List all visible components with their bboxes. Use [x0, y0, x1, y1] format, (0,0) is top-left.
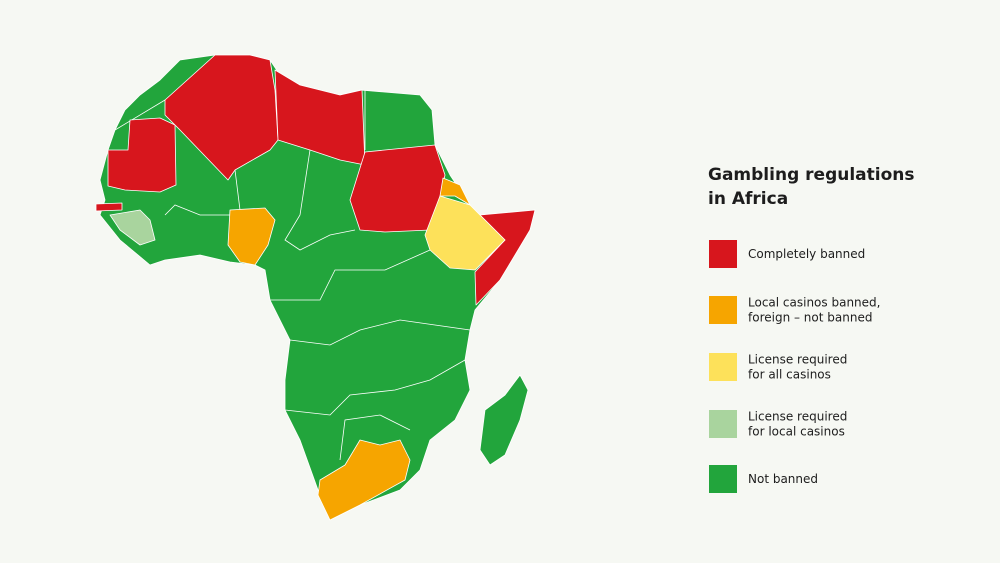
legend-label: foreign – not banned — [748, 311, 872, 325]
legend-swatch — [709, 296, 737, 324]
region — [227, 207, 276, 266]
legend-swatch — [709, 410, 737, 438]
legend-swatch — [709, 353, 737, 381]
border — [164, 169, 241, 216]
legend-swatch — [709, 465, 737, 493]
legend-label: License required — [748, 353, 847, 367]
legend-title: Gambling regulations — [708, 165, 915, 185]
legend-swatch — [709, 240, 737, 268]
legend-label: Completely banned — [748, 247, 865, 261]
border — [339, 414, 411, 461]
legend-label: Local casinos banned, — [748, 296, 880, 310]
region — [164, 54, 279, 181]
legend-label: License required — [748, 410, 847, 424]
border — [114, 99, 166, 131]
africa-map — [95, 54, 536, 521]
region — [349, 144, 446, 233]
region — [424, 195, 506, 271]
region — [317, 439, 411, 521]
legend-label: for local casinos — [748, 425, 845, 439]
legend-label: Not banned — [748, 472, 818, 486]
region — [439, 177, 471, 206]
border — [284, 149, 356, 251]
legend-label: for all casinos — [748, 368, 831, 382]
border — [284, 359, 466, 416]
border — [270, 249, 431, 301]
border — [289, 319, 471, 346]
region — [95, 202, 123, 212]
legend-title: in Africa — [708, 189, 788, 209]
region — [109, 209, 156, 246]
region — [479, 374, 529, 466]
region — [107, 117, 177, 193]
